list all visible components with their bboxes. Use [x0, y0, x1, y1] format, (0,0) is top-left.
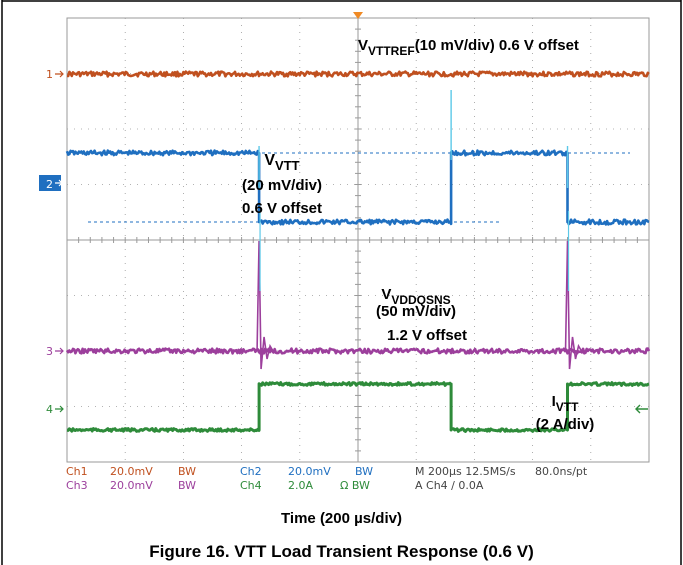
trace-v-vttref	[66, 70, 650, 78]
vddqsns-transient-spike	[564, 240, 583, 370]
readout-row1-field: 20.0mV	[110, 465, 153, 478]
trace-v-vddqsns	[65, 347, 651, 355]
readout-row1-field: Ch1	[66, 465, 88, 478]
readout-row2-field: A Ch4 ∕ 0.0A	[415, 479, 484, 492]
plot-grid	[66, 12, 650, 463]
annotation-label: 1.2 V offset	[387, 327, 467, 344]
annotation-text: V	[264, 152, 275, 169]
annotation-label: IVTT	[552, 393, 580, 414]
annotation-label: (50 mV/div)	[376, 303, 456, 320]
readout-row1-field: 20.0mV	[288, 465, 331, 478]
vddqsns-transient-spike	[256, 240, 274, 370]
arrow-right-icon	[55, 405, 64, 413]
trigger-position-marker	[353, 12, 363, 19]
readout-row2-field: 2.0A	[288, 479, 313, 492]
readout-row1-field: BW	[355, 465, 373, 478]
arrow-left-icon	[635, 404, 648, 414]
readout-row2-field: BW	[178, 479, 196, 492]
annotation-label: (2 A/div)	[536, 416, 595, 433]
channel-markers: 1 2 3 4	[39, 68, 648, 416]
channel-4-marker: 4	[46, 403, 53, 416]
readout-row1-field: M 200µs 12.5MS/s	[415, 465, 516, 478]
trace-i-vtt	[66, 381, 650, 433]
channel-2-marker: 2	[46, 178, 53, 191]
annotation-label: (20 mV/div)	[242, 177, 322, 194]
arrow-right-icon	[55, 179, 63, 187]
annotation-subscript: VTTREF	[368, 44, 415, 58]
readout-row2-field: 20.0mV	[110, 479, 153, 492]
annotation-text: (10 mV/div) 0.6 V offset	[415, 37, 579, 54]
trace-v-vtt	[65, 149, 650, 226]
arrow-right-icon	[55, 70, 64, 78]
arrow-right-icon	[55, 347, 64, 355]
figure-caption: Figure 16. VTT Load Transient Response (…	[149, 542, 534, 561]
readout-row2-field: Ch4	[240, 479, 262, 492]
readout-row1-field: Ch2	[240, 465, 262, 478]
scope-readout: Ch1 20.0mV BW Ch2 20.0mV BW M 200µs 12.5MS/s 80…	[66, 465, 588, 492]
channel-3-marker: 3	[46, 345, 53, 358]
annotation-label: 0.6 V offset	[242, 200, 322, 217]
annotation-label: VVTTREF(10 mV/div) 0.6 V offset	[358, 37, 579, 58]
channel-1-marker: 1	[46, 68, 53, 81]
annotation-text: V	[358, 37, 368, 54]
readout-row1-field: 80.0ns/pt	[535, 465, 588, 478]
x-axis-label: Time (200 µs/div)	[281, 510, 402, 527]
readout-row2-field: Ω BW	[340, 479, 370, 492]
readout-row1-field: BW	[178, 465, 196, 478]
channel-2-marker-box	[39, 175, 61, 191]
annotation-subscript: VTT	[556, 400, 579, 414]
annotation-label: VVTT	[264, 152, 299, 173]
readout-row2-field: Ch3	[66, 479, 88, 492]
annotation-subscript: VTT	[275, 158, 300, 173]
annotation-text: V	[381, 286, 391, 303]
plot-traces	[65, 70, 651, 433]
annotation-label: VVDDQSNS	[381, 286, 450, 307]
annotation-text: I	[552, 393, 556, 410]
annotation-subscript: VDDQSNS	[391, 293, 450, 307]
